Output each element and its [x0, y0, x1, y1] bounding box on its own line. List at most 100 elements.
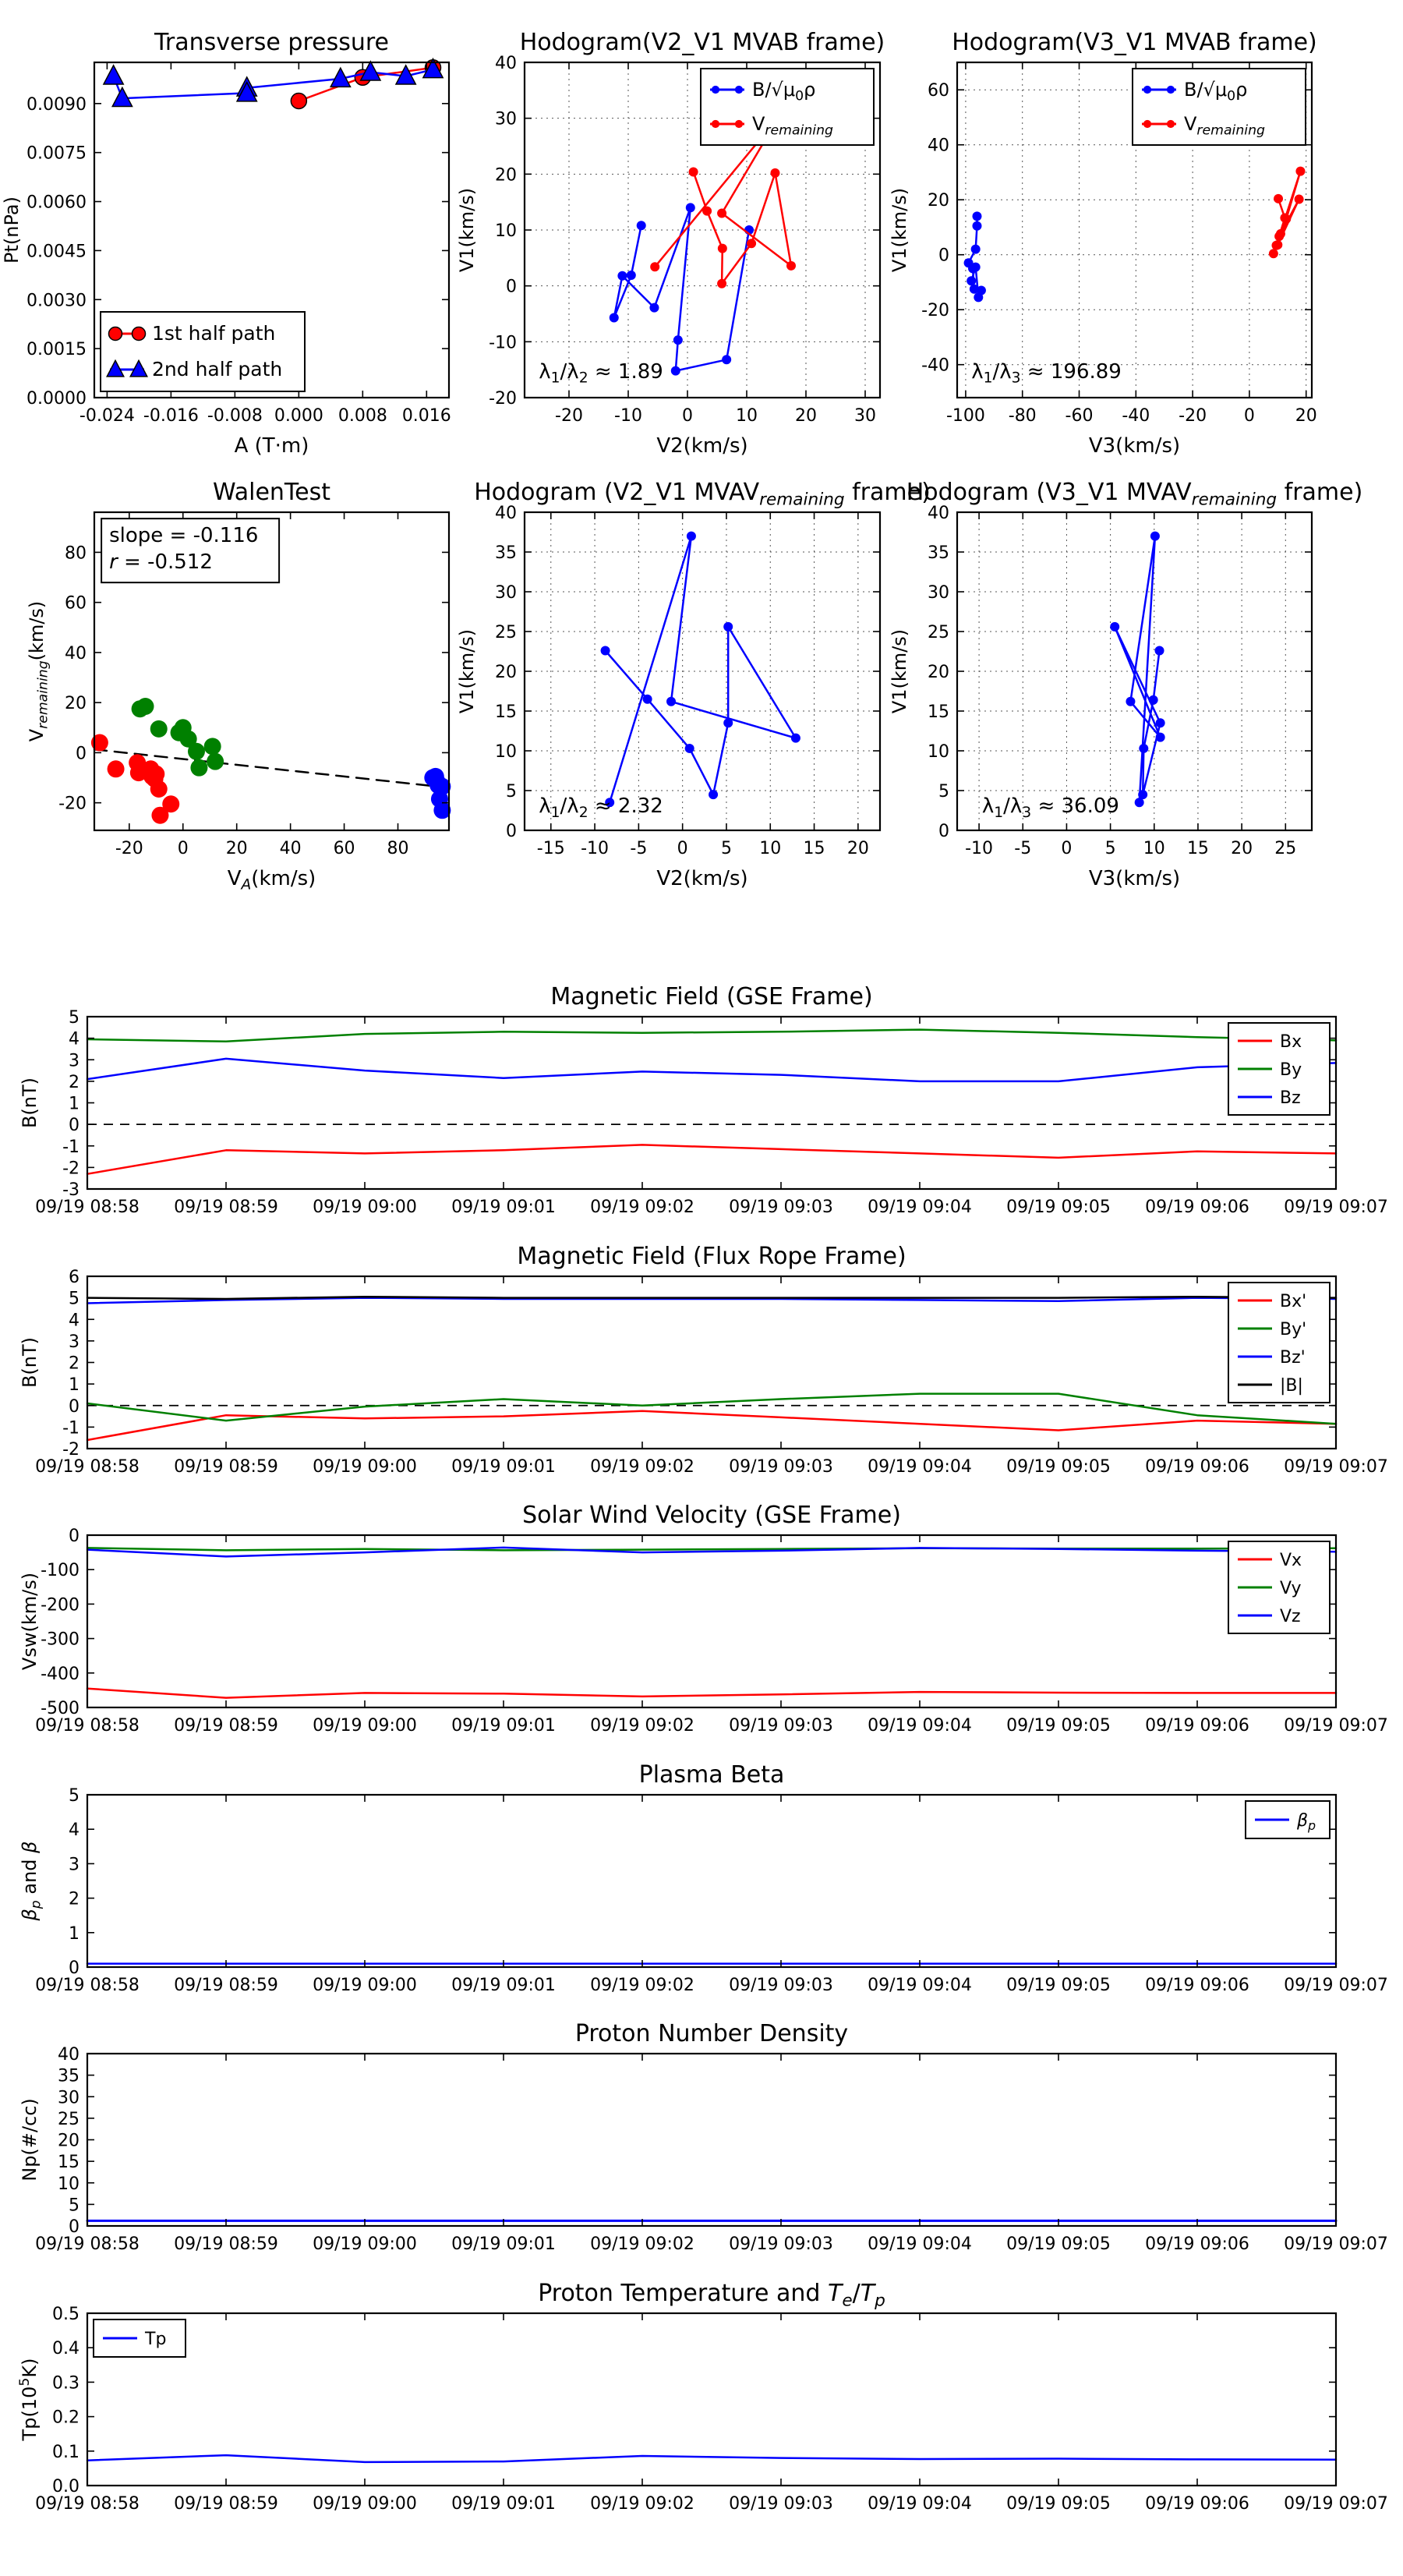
x-tick-label: 0.008: [338, 406, 387, 426]
y-tick-label: 0.5: [52, 2305, 80, 2324]
legend-label: Vremaining: [1184, 113, 1265, 138]
x-tick-label: 09/19 09:01: [451, 1198, 556, 1217]
x-tick-label: 0.016: [402, 406, 451, 426]
x-tick-label: 5: [1105, 839, 1116, 858]
series-v-remaining: [1268, 166, 1306, 259]
x-tick-label: 09/19 09:04: [868, 1976, 972, 1995]
axes-frame: [523, 511, 882, 832]
y-tick-label: 0: [938, 246, 949, 266]
axes-frame: [93, 511, 451, 832]
y-tick-label: 4: [69, 1311, 80, 1330]
x-tick-label: 09/19 08:58: [35, 2235, 140, 2254]
y-tick-label: 3: [69, 1051, 80, 1070]
x-axis-label: V3(km/s): [1089, 867, 1180, 890]
x-tick-label: -5: [1014, 839, 1031, 858]
legend-label: Tp: [144, 2330, 166, 2349]
panel-magnetic-field-flux-rope: 09/19 08:58 09/19 08:59 09/19 09:00 09/19 0…: [19, 1243, 1388, 1477]
x-tick-label: 09/19 09:07: [1284, 1716, 1388, 1736]
y-tick-label: -20: [489, 389, 517, 409]
x-tick-label: -20: [1179, 406, 1207, 426]
y-tick-label: 20: [495, 165, 517, 185]
y-tick-label: 10: [495, 742, 517, 762]
y-tick-label: 0: [69, 1959, 80, 1978]
series-tp: [86, 2454, 1338, 2464]
x-tick-label: 09/19 09:03: [729, 1976, 833, 1995]
legend-label: By': [1280, 1320, 1306, 1339]
y-tick-label: 10: [928, 742, 949, 762]
x-tick-label: -20: [115, 839, 143, 858]
y-tick-label: 35: [495, 543, 517, 563]
y-tick-label: 0.0060: [27, 193, 87, 213]
x-tick-label: 09/19 09:03: [729, 1716, 833, 1736]
y-tick-label: 0.0045: [27, 242, 87, 261]
legend-label: Bx: [1280, 1032, 1302, 1052]
x-tick-label: 09/19 09:04: [868, 1198, 972, 1217]
legend: βp: [1245, 1800, 1331, 1839]
x-tick-label: 10: [759, 839, 781, 858]
x-tick-label: 09/19 09:05: [1006, 1976, 1111, 1995]
x-tick-label: 09/19 08:59: [174, 1716, 278, 1736]
y-tick-label: 0: [76, 744, 87, 763]
legend: B/√μ0ρ Vremaining: [700, 68, 875, 146]
legend-label: Bz: [1280, 1088, 1301, 1108]
legend-label: Vremaining: [752, 113, 833, 138]
x-tick-label: 20: [847, 839, 869, 858]
x-tick-label: 09/19 09:00: [313, 1976, 417, 1995]
y-tick-label: 3: [69, 1855, 80, 1874]
x-tick-label: 0: [178, 839, 189, 858]
y-axis-label: V1(km/s): [456, 188, 478, 272]
legend-label: Vy: [1280, 1579, 1301, 1598]
legend-label: |B|: [1280, 1376, 1303, 1396]
x-tick-label: 09/19 08:58: [35, 1198, 140, 1217]
x-tick-label: 09/19 09:06: [1145, 2235, 1249, 2254]
y-tick-label: 2: [69, 1890, 80, 1909]
y-tick-label: -300: [41, 1630, 80, 1650]
axes-frame: [956, 61, 1313, 399]
y-tick-label: -400: [41, 1665, 80, 1684]
y-tick-label: 40: [495, 54, 517, 73]
y-tick-label: 0.3: [52, 2373, 80, 2393]
y-tick-label: -20: [921, 301, 949, 320]
y-tick-label: 10: [58, 2174, 80, 2194]
x-tick-label: 09/19 09:04: [868, 1716, 972, 1736]
y-tick-label: 35: [928, 543, 949, 563]
y-axis-label: B(nT): [19, 1337, 41, 1388]
x-tick-label: -5: [630, 839, 647, 858]
annotation-text: λ1/λ2 ≈ 1.89: [539, 360, 663, 387]
series-v-remaining-path: [1110, 531, 1165, 808]
y-tick-label: 25: [495, 623, 517, 642]
legend-label: βp: [1296, 1811, 1316, 1833]
x-tick-label: 09/19 09:03: [729, 2235, 833, 2254]
y-tick-label: -200: [41, 1595, 80, 1615]
y-tick-label: 2: [69, 1073, 80, 1092]
x-tick-label: 09/19 09:06: [1145, 1976, 1249, 1995]
series-by-prime: [86, 1392, 1338, 1425]
x-tick-label: 0: [677, 839, 688, 858]
x-axis-label: V2(km/s): [656, 434, 747, 458]
x-tick-label: -100: [946, 406, 985, 426]
x-tick-label: 09/19 09:02: [590, 2494, 694, 2514]
x-tick-label: 30: [854, 406, 876, 426]
panel-hodogram-v3v1-mvav: -10 -5 0 5 10 15 20 25 0 5 10 15 20 25 30 35 40Hodogram …: [889, 479, 1362, 890]
panel-solar-wind-velocity: 09/19 08:58 09/19 08:59 09/19 09:00 09/19 0…: [19, 1502, 1388, 1736]
y-tick-label: 20: [65, 694, 87, 713]
panel-title: Plasma Beta: [639, 1761, 785, 1789]
y-tick-label: 5: [69, 1786, 80, 1806]
x-tick-label: 09/19 08:59: [174, 1198, 278, 1217]
x-tick-label: 09/19 09:04: [868, 2494, 972, 2514]
x-tick-label: 09/19 09:05: [1006, 2235, 1111, 2254]
y-tick-label: -10: [489, 333, 517, 352]
axes-frame: [93, 61, 451, 399]
x-tick-label: 09/19 09:07: [1284, 2494, 1388, 2514]
annotation-text: r = -0.512: [109, 550, 213, 574]
axes-frame: [86, 2312, 1338, 2487]
x-axis-label: A (T·m): [235, 434, 309, 458]
y-tick-label: 15: [495, 702, 517, 722]
y-tick-label: 0: [69, 1116, 80, 1135]
y-tick-label: -2: [62, 1159, 80, 1178]
y-axis-label: B(nT): [19, 1077, 41, 1128]
legend-label: Bz': [1280, 1348, 1306, 1368]
x-tick-label: 09/19 09:05: [1006, 1457, 1111, 1477]
y-tick-label: 25: [58, 2110, 80, 2129]
